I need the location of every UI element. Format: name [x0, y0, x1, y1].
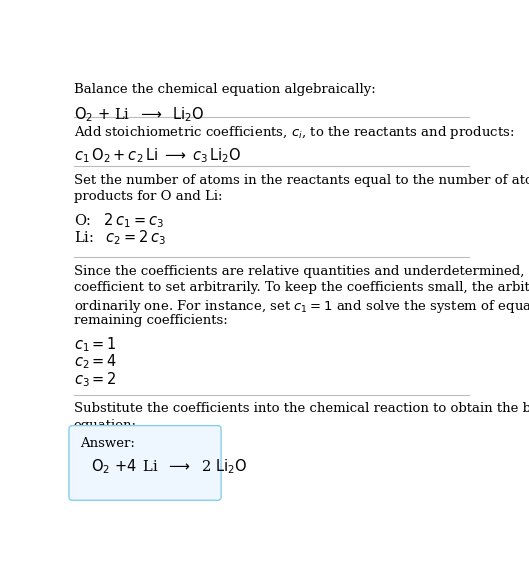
Text: coefficient to set arbitrarily. To keep the coefficients small, the arbitrary va: coefficient to set arbitrarily. To keep …: [74, 281, 529, 294]
Text: Li: $\;\;c_2 = 2\,c_3$: Li: $\;\;c_2 = 2\,c_3$: [74, 229, 166, 247]
Text: $c_2 = 4$: $c_2 = 4$: [74, 353, 117, 371]
Text: remaining coefficients:: remaining coefficients:: [74, 314, 227, 327]
Text: products for O and Li:: products for O and Li:: [74, 191, 222, 204]
FancyBboxPatch shape: [69, 426, 221, 500]
Text: O: $\;\;2\,c_1 = c_3$: O: $\;\;2\,c_1 = c_3$: [74, 211, 163, 230]
Text: $\mathrm{O_2}$ $+$ Li $\;\longrightarrow\;$ $\mathrm{Li_2O}$: $\mathrm{O_2}$ $+$ Li $\;\longrightarrow…: [74, 105, 204, 124]
Text: $c_3 = 2$: $c_3 = 2$: [74, 370, 116, 389]
Text: $\mathrm{O_2}$ $+4\,$ Li $\;\longrightarrow\;$ 2 $\mathrm{Li_2O}$: $\mathrm{O_2}$ $+4\,$ Li $\;\longrightar…: [91, 458, 247, 476]
Text: Answer:: Answer:: [80, 437, 134, 450]
Text: equation:: equation:: [74, 419, 136, 432]
Text: $c_1 = 1$: $c_1 = 1$: [74, 335, 116, 354]
Text: Set the number of atoms in the reactants equal to the number of atoms in the: Set the number of atoms in the reactants…: [74, 174, 529, 187]
Text: Substitute the coefficients into the chemical reaction to obtain the balanced: Substitute the coefficients into the che…: [74, 403, 529, 416]
Text: Balance the chemical equation algebraically:: Balance the chemical equation algebraica…: [74, 83, 375, 96]
Text: $c_1\,\mathrm{O_2}+c_2\,\mathrm{Li}\;\longrightarrow\;c_3\,\mathrm{Li_2O}$: $c_1\,\mathrm{O_2}+c_2\,\mathrm{Li}\;\lo…: [74, 147, 241, 166]
Text: ordinarily one. For instance, set $c_1 = 1$ and solve the system of equations fo: ordinarily one. For instance, set $c_1 =…: [74, 298, 529, 315]
Text: Add stoichiometric coefficients, $c_i$, to the reactants and products:: Add stoichiometric coefficients, $c_i$, …: [74, 124, 514, 141]
Text: Since the coefficients are relative quantities and underdetermined, choose a: Since the coefficients are relative quan…: [74, 264, 529, 277]
